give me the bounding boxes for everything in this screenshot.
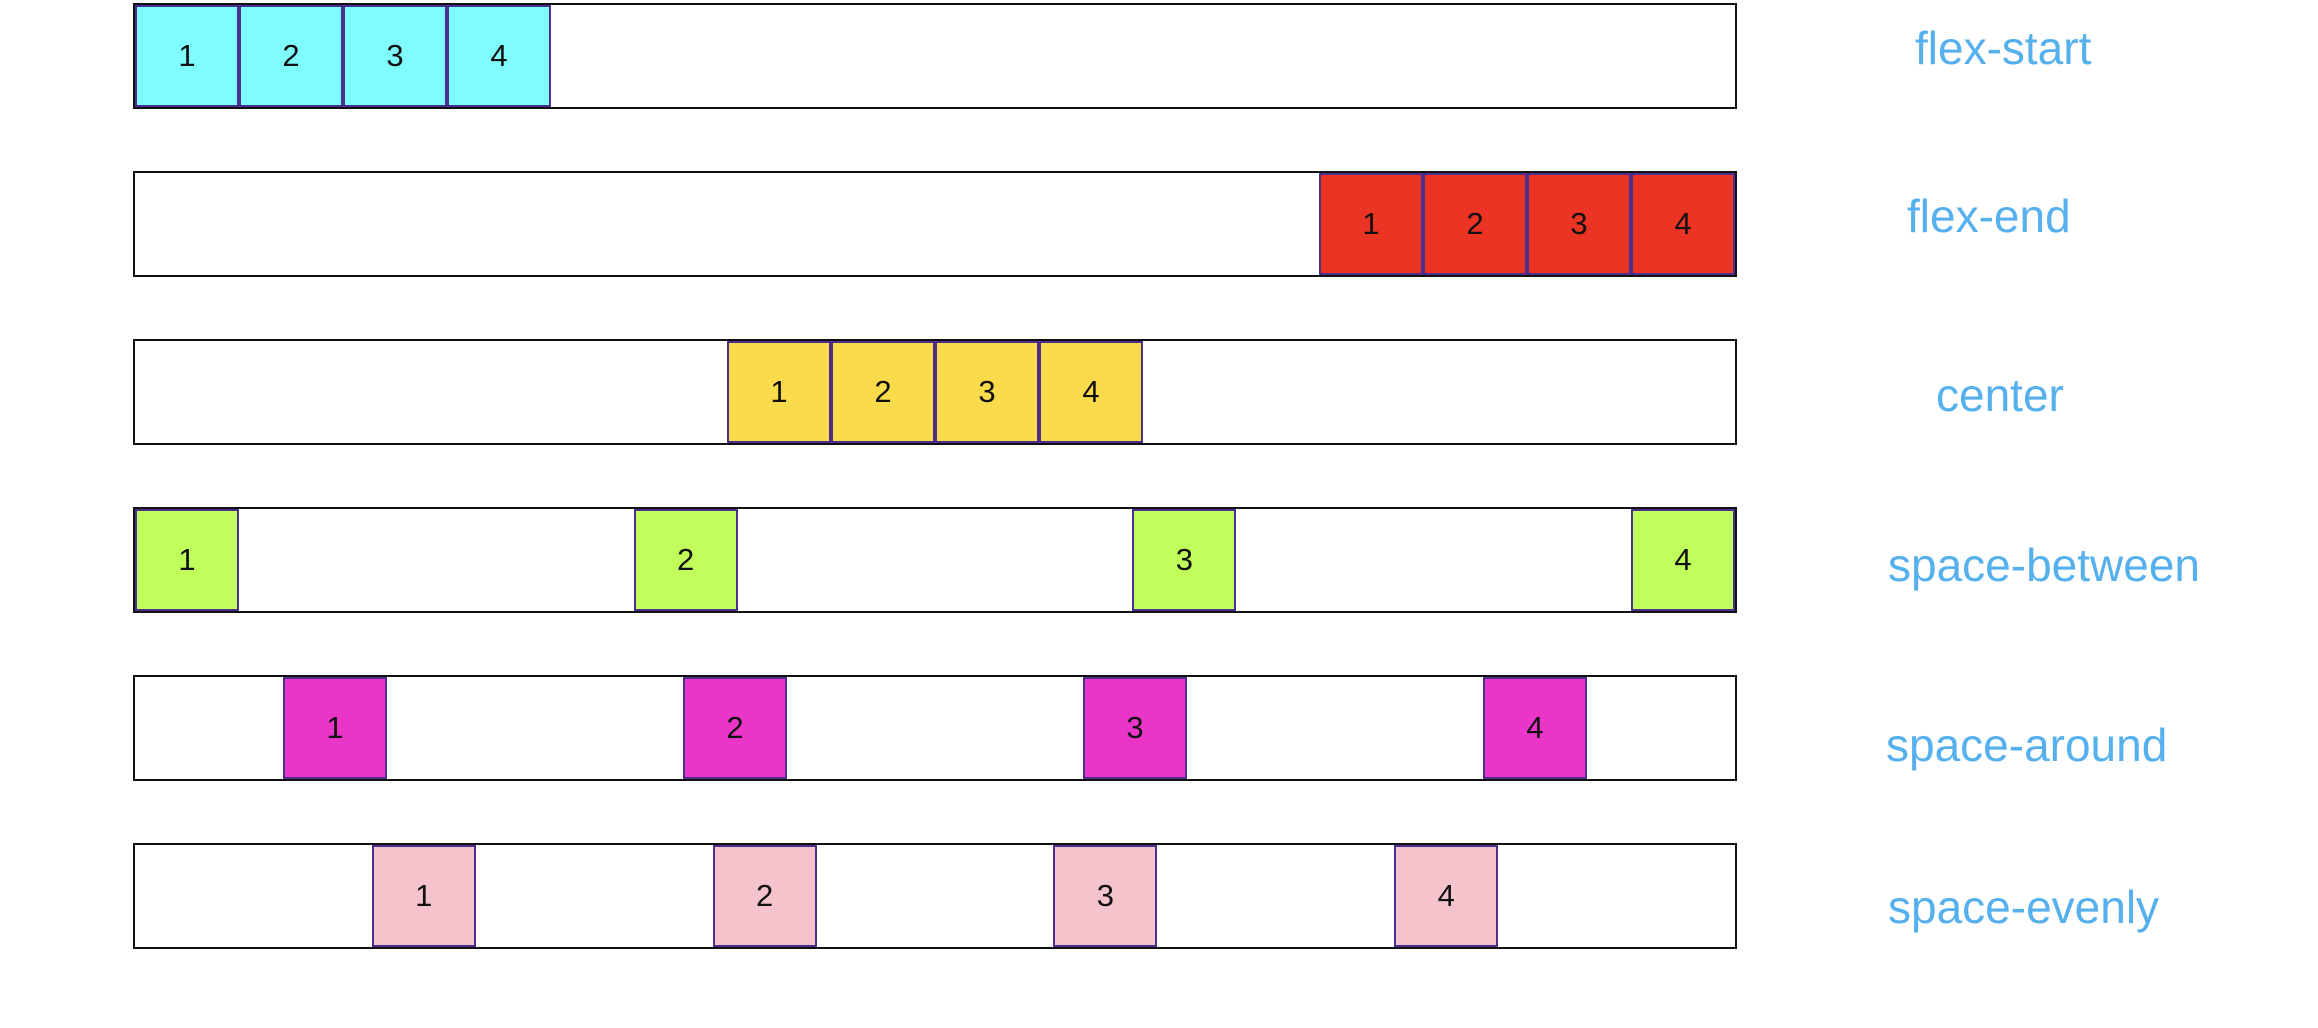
flex-item: 1: [371, 845, 476, 947]
flex-item: 2: [633, 509, 738, 611]
flex-container-flex-start: 1 2 3 4: [133, 3, 1737, 109]
flex-container-space-around: 1 2 3 4: [133, 675, 1737, 781]
flex-item: 4: [447, 5, 551, 107]
flex-item: 1: [283, 677, 387, 779]
flex-item: 3: [1527, 173, 1631, 275]
flex-item: 3: [935, 341, 1039, 443]
row-space-between: 1 2 3 4 space-between: [0, 507, 2318, 613]
flex-item: 3: [1083, 677, 1187, 779]
label-center: center: [1936, 369, 2064, 421]
flex-container-space-between: 1 2 3 4: [133, 507, 1737, 613]
flex-item: 2: [831, 341, 935, 443]
flex-item: 2: [683, 677, 787, 779]
row-space-evenly: 1 2 3 4 space-evenly: [0, 843, 2318, 949]
flex-item: 2: [1423, 173, 1527, 275]
flex-item: 4: [1630, 509, 1735, 611]
label-space-around: space-around: [1886, 719, 2168, 771]
label-space-evenly: space-evenly: [1888, 881, 2160, 933]
row-flex-start: 1 2 3 4 flex-start: [0, 3, 2318, 109]
flex-container-space-evenly: 1 2 3 4: [133, 843, 1737, 949]
flex-item: 4: [1483, 677, 1587, 779]
flex-item: 4: [1039, 341, 1143, 443]
flex-item: 1: [135, 5, 239, 107]
row-space-around: 1 2 3 4 space-around: [0, 675, 2318, 781]
row-flex-end: 1 2 3 4 flex-end: [0, 171, 2318, 277]
flex-item: 2: [239, 5, 343, 107]
flex-item: 4: [1394, 845, 1499, 947]
flex-item: 1: [135, 509, 239, 611]
row-center: 1 2 3 4 center: [0, 339, 2318, 445]
label-flex-start: flex-start: [1915, 22, 2092, 74]
flex-item: 3: [1053, 845, 1158, 947]
flex-item: 1: [1319, 173, 1423, 275]
flex-container-flex-end: 1 2 3 4: [133, 171, 1737, 277]
flex-item: 2: [712, 845, 817, 947]
flex-item: 3: [1132, 509, 1237, 611]
flex-item: 4: [1631, 173, 1735, 275]
flex-item: 1: [727, 341, 831, 443]
flex-item: 3: [343, 5, 447, 107]
label-space-between: space-between: [1888, 539, 2200, 591]
flex-container-center: 1 2 3 4: [133, 339, 1737, 445]
label-flex-end: flex-end: [1907, 190, 2071, 242]
